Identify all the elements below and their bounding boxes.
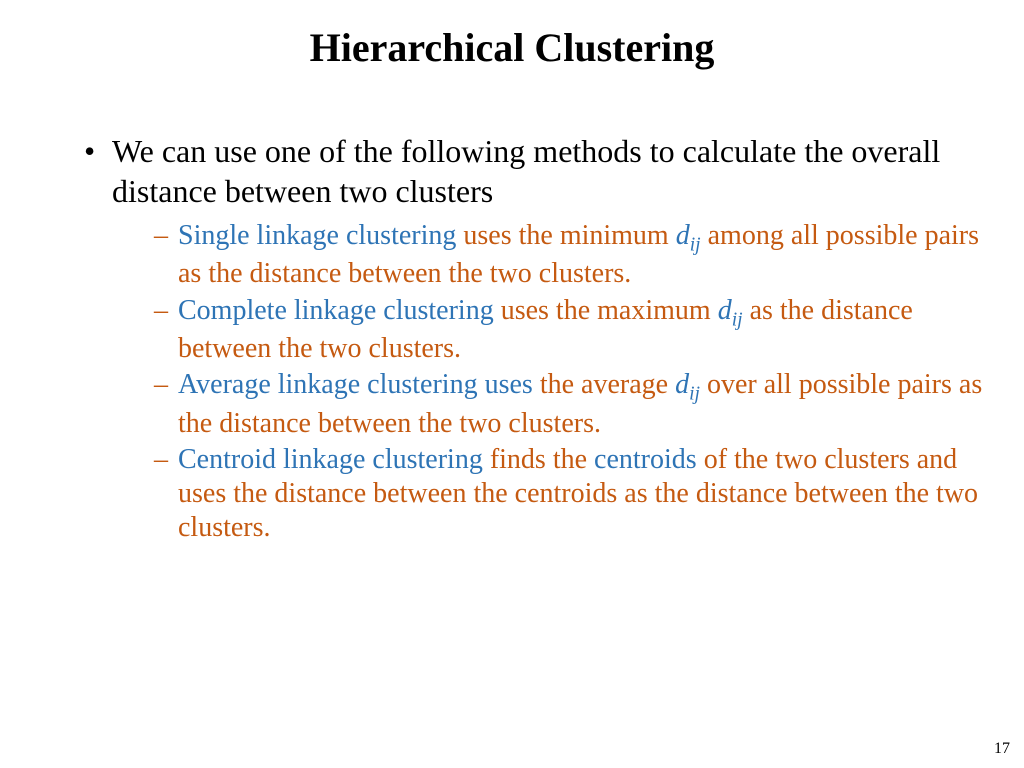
main-bullet-text: We can use one of the following methods … [112,133,940,209]
dij-d: d [676,220,690,251]
sub-item-name: Average linkage clustering uses [178,369,533,400]
sub-item-text-1: finds the [483,444,594,475]
main-list: We can use one of the following methods … [40,131,984,545]
sub-item-name: Complete linkage clustering [178,295,494,326]
sub-item-text-1: the average [533,369,675,400]
sub-list: Single linkage clustering uses the minim… [112,219,984,545]
sub-item-mid: centroids [594,444,697,475]
dij-ij: ij [690,235,701,256]
page-number: 17 [994,740,1010,758]
slide: Hierarchical Clustering We can use one o… [0,0,1024,768]
sub-item-name: Centroid linkage clustering [178,444,483,475]
sub-item-name: Single linkage clustering [178,220,456,251]
main-bullet: We can use one of the following methods … [84,131,984,545]
dij-ij: ij [732,309,743,330]
dij-d: d [675,369,689,400]
sub-item-complete-linkage: Complete linkage clustering uses the max… [154,294,984,367]
slide-title: Hierarchical Clustering [40,24,984,71]
dij-d: d [718,295,732,326]
sub-item-average-linkage: Average linkage clustering uses the aver… [154,368,984,441]
sub-item-single-linkage: Single linkage clustering uses the minim… [154,219,984,292]
sub-item-text-1: uses the maximum [494,295,718,326]
sub-item-text-1: uses the minimum [456,220,675,251]
sub-item-centroid-linkage: Centroid linkage clustering finds the ce… [154,443,984,545]
dij-ij: ij [689,384,700,405]
